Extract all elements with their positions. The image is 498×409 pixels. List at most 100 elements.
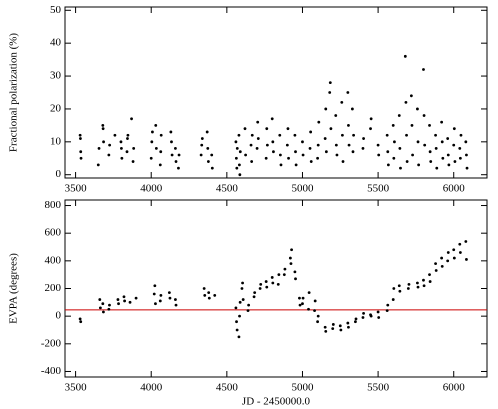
data-point xyxy=(282,273,286,277)
data-point xyxy=(459,133,463,137)
data-point xyxy=(409,94,413,98)
data-point xyxy=(207,296,211,300)
data-point xyxy=(159,133,163,137)
data-point xyxy=(386,303,390,307)
data-point xyxy=(200,143,204,147)
y-tick-label: 20 xyxy=(50,102,62,114)
data-point xyxy=(288,256,292,260)
data-point xyxy=(447,163,451,167)
data-point xyxy=(301,296,305,300)
data-point xyxy=(102,140,105,144)
data-point xyxy=(434,133,437,137)
data-point xyxy=(159,294,163,297)
data-point xyxy=(200,137,204,140)
data-point xyxy=(265,127,269,131)
data-point xyxy=(331,323,335,326)
data-point xyxy=(206,147,210,150)
data-point xyxy=(329,127,333,131)
x-tick-label: 6000 xyxy=(443,183,466,195)
data-point xyxy=(252,295,256,299)
data-point xyxy=(246,309,250,313)
data-point xyxy=(101,123,105,127)
data-point xyxy=(207,291,211,295)
y-tick-label: 200 xyxy=(45,282,62,294)
data-point xyxy=(347,123,350,127)
data-point xyxy=(276,282,280,286)
data-point xyxy=(464,240,468,243)
data-point xyxy=(309,130,313,134)
data-point xyxy=(174,160,178,163)
data-point xyxy=(277,273,281,277)
data-point xyxy=(168,296,172,300)
data-point xyxy=(338,324,342,328)
data-point xyxy=(235,328,239,332)
data-point xyxy=(301,153,305,157)
data-point xyxy=(132,147,136,150)
data-point xyxy=(107,153,111,157)
data-point xyxy=(150,140,154,144)
data-point xyxy=(259,282,263,286)
data-point xyxy=(328,91,332,94)
data-point xyxy=(131,160,135,163)
data-point xyxy=(339,328,343,332)
data-point xyxy=(234,140,238,144)
data-point xyxy=(404,100,408,104)
data-point xyxy=(301,140,304,144)
data-point xyxy=(352,133,355,137)
data-point xyxy=(323,137,327,140)
data-point xyxy=(452,143,456,147)
data-point xyxy=(237,163,241,167)
data-point xyxy=(440,264,444,268)
data-point xyxy=(249,143,253,147)
data-point xyxy=(416,285,420,289)
data-point xyxy=(235,166,239,170)
data-point xyxy=(301,302,304,306)
data-point xyxy=(256,137,260,140)
data-point xyxy=(177,153,181,157)
data-point xyxy=(78,317,82,321)
y-axis-label: EVPA (degrees) xyxy=(8,253,20,324)
data-point xyxy=(416,140,420,144)
data-point xyxy=(316,314,320,318)
data-point xyxy=(458,147,462,150)
data-point xyxy=(465,153,468,157)
data-point xyxy=(464,140,468,144)
data-point xyxy=(362,311,365,315)
data-point xyxy=(317,120,321,124)
data-point xyxy=(316,156,319,160)
data-point xyxy=(120,147,123,150)
data-point xyxy=(399,166,402,170)
data-point xyxy=(206,160,210,163)
data-point xyxy=(313,309,316,313)
data-point xyxy=(101,302,105,306)
data-point xyxy=(386,163,390,167)
y-tick-label: 10 xyxy=(50,135,62,147)
data-point xyxy=(96,163,100,167)
data-point xyxy=(423,143,427,147)
data-point xyxy=(285,143,289,147)
data-point xyxy=(376,310,380,314)
data-point xyxy=(316,143,320,147)
data-point xyxy=(331,327,335,331)
data-point xyxy=(234,156,238,160)
data-point xyxy=(347,143,351,147)
data-point xyxy=(416,107,419,111)
data-point xyxy=(422,114,426,117)
x-tick-label: 4500 xyxy=(216,382,239,394)
data-point xyxy=(298,296,301,300)
data-point xyxy=(210,153,214,157)
data-point xyxy=(271,140,275,144)
data-point xyxy=(391,123,395,127)
data-point xyxy=(308,147,312,150)
x-tick-label: 3500 xyxy=(65,382,88,394)
data-point xyxy=(253,291,257,295)
y-tick-label: 800 xyxy=(45,199,62,211)
data-point xyxy=(398,147,402,150)
data-point xyxy=(386,150,390,154)
data-point xyxy=(125,150,129,154)
data-point xyxy=(446,153,450,157)
data-point xyxy=(350,107,354,111)
data-point xyxy=(286,127,290,131)
data-point xyxy=(434,269,438,272)
data-point xyxy=(174,303,178,307)
